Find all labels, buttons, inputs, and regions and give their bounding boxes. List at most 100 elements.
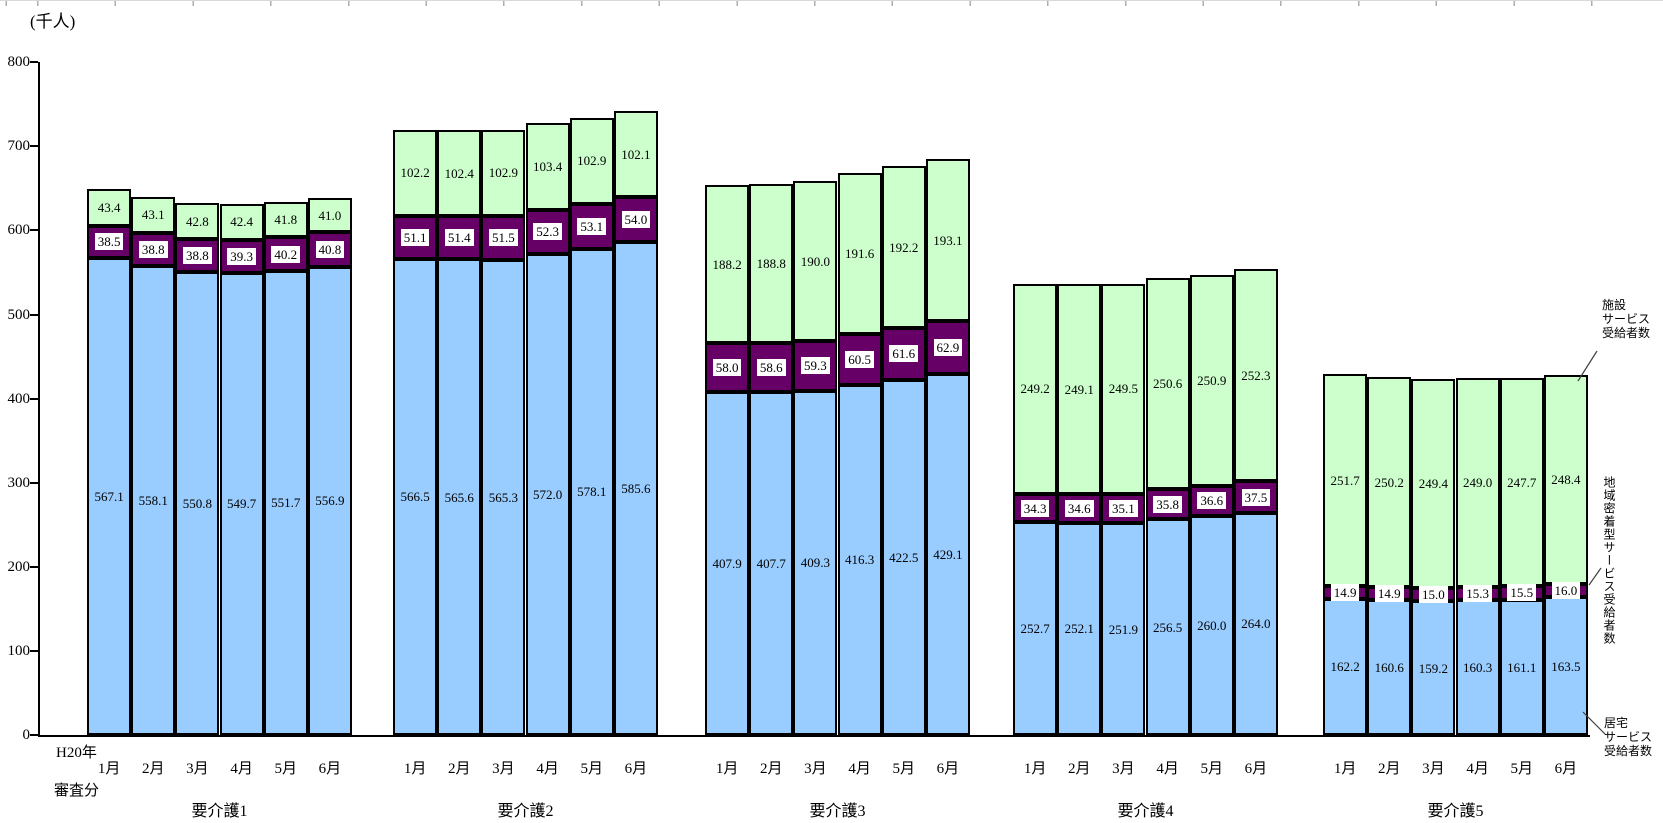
month-label: 4月 [1156,761,1179,777]
bar: 102.2 51.1 566.5 [393,129,438,735]
bar-segment-facility-services: 102.9 [481,129,526,217]
y-axis-tick-mark [30,734,38,736]
segment-value-label: 565.3 [488,489,519,505]
segment-value-label: 43.1 [141,207,165,223]
segment-value-label: 52.3 [533,223,562,241]
bar: 250.9 36.6 260.0 [1189,274,1234,735]
month-label: 2月 [141,761,165,777]
segment-value-label: 42.4 [230,214,253,230]
segment-value-label: 40.2 [271,245,301,263]
bar-segment-home-services: 551.7 [263,270,308,735]
bar-segment-facility-services: 251.7 [1323,374,1368,587]
segment-value-label: 556.9 [315,493,345,509]
top-ruler [0,0,1663,7]
bar-segment-facility-services: 102.1 [613,111,658,198]
bar-segment-facility-services: 252.3 [1233,269,1278,482]
bar: 250.6 35.8 256.5 [1145,278,1190,735]
segment-value-label: 188.2 [712,256,742,272]
segment-value-label: 249.0 [1462,475,1493,491]
segment-value-label: 102.9 [488,165,519,181]
group-label: 要介護1 [191,803,248,820]
bar-segment-community-services: 51.1 [393,215,438,259]
bar-segment-home-services: 429.1 [925,374,970,735]
bar-segment-community-services: 34.6 [1057,493,1102,523]
bar: 103.4 52.3 572.0 [525,123,570,735]
segment-value-label: 160.3 [1462,660,1493,676]
bar-segment-community-services: 40.8 [307,232,352,267]
leader-line-community [1588,567,1602,586]
segment-value-label: 566.5 [400,489,430,505]
segment-value-label: 247.7 [1507,474,1537,490]
segment-value-label: 558.1 [138,492,168,508]
segment-value-label: 249.2 [1020,381,1050,397]
segment-value-label: 567.1 [94,489,124,504]
segment-value-label: 250.2 [1374,474,1404,490]
month-label: 1月 [1023,761,1047,777]
month-label: 4月 [230,761,253,777]
segment-value-label: 163.5 [1551,658,1581,674]
segment-value-label: 160.6 [1374,659,1404,675]
segment-value-label: 251.7 [1330,472,1360,488]
segment-value-label: 193.1 [933,232,963,248]
segment-value-label: 190.0 [800,253,831,269]
bar-segment-facility-services: 190.0 [793,181,838,341]
bar-segment-facility-services: 192.2 [881,166,926,328]
bar-segment-facility-services: 250.9 [1189,274,1234,486]
segment-value-label: 53.1 [577,217,607,235]
month-label: 4月 [536,761,559,777]
bar-segment-facility-services: 102.9 [569,117,614,205]
bar-segment-facility-services: 249.0 [1455,377,1500,588]
bar: 249.2 34.3 252.7 [1013,284,1058,735]
segment-value-label: 188.8 [756,255,786,271]
bar-segment-community-services: 53.1 [569,204,614,249]
segment-value-label: 260.0 [1197,618,1227,634]
y-axis-tick-label: 100 [7,642,31,659]
y-axis-tick-label: 600 [7,222,31,239]
bar: 190.0 59.3 409.3 [793,181,838,735]
bar: 191.6 60.5 416.3 [837,172,882,735]
bar-segment-facility-services: 250.2 [1367,376,1412,588]
segment-value-label: 565.6 [444,489,474,505]
bar-segment-community-services: 14.9 [1323,583,1368,601]
bar-segment-facility-services: 248.4 [1543,375,1588,585]
y-axis-tick-mark [30,397,38,400]
month-label: 3月 [1112,761,1135,777]
segment-value-label: 102.4 [444,165,474,181]
segment-value-label: 15.3 [1463,585,1492,603]
bar-segment-community-services: 14.9 [1367,585,1412,603]
bar-segment-facility-services: 249.4 [1411,378,1456,589]
bar: 102.1 54.0 585.6 [613,111,658,735]
segment-value-label: 62.9 [933,339,963,357]
bar: 251.7 14.9 162.2 [1323,374,1368,735]
x-axis-line [38,735,1590,737]
segment-value-label: 51.5 [489,229,518,247]
bar-segment-community-services: 37.5 [1233,481,1278,513]
segment-value-label: 191.6 [844,245,875,261]
y-axis-tick-label: 500 [7,306,31,323]
bar-segment-community-services: 51.4 [437,216,482,260]
bar-segment-facility-services: 43.4 [87,189,132,226]
bar-segment-community-services: 15.3 [1455,585,1500,603]
bar: 42.8 38.8 550.8 [175,203,220,735]
annotation-home-line2: サービス [1604,730,1653,744]
y-axis-tick-mark [30,61,38,64]
bar-segment-home-services: 409.3 [793,390,838,735]
annotation-facility-label: 施設 サービス 受給者数 [1602,298,1650,340]
bar-segment-home-services: 407.9 [705,391,750,735]
segment-value-label: 572.0 [532,486,563,502]
bar-segment-community-services: 40.2 [263,237,308,271]
month-label: 1月 [97,761,121,777]
bar-segment-community-services: 58.6 [749,342,794,393]
y-axis-tick-label: 0 [22,727,31,743]
y-axis-tick-label: 400 [7,390,31,407]
bar-segment-community-services: 15.5 [1499,584,1544,602]
bar-segment-home-services: 256.5 [1145,519,1190,735]
annotation-facility-line1: 施設 [1602,298,1627,312]
segment-value-label: 54.0 [621,211,651,229]
bar: 250.2 14.9 160.6 [1367,376,1412,735]
bar-segment-home-services: 567.1 [87,258,132,735]
bar: 41.0 40.8 556.9 [307,197,352,735]
month-label: 1月 [403,761,427,777]
segment-value-label: 42.8 [186,213,209,229]
